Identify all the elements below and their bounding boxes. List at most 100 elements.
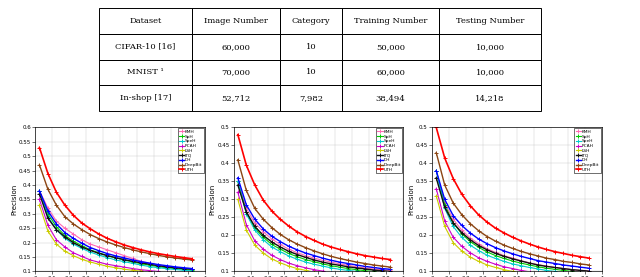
DH [163, 264, 170, 267]
ITQ [285, 250, 292, 253]
DH [585, 266, 593, 270]
ITQ [70, 241, 77, 244]
DeepBit [251, 207, 259, 210]
KMH [336, 262, 344, 266]
UTH [467, 204, 474, 207]
PCAH [70, 251, 77, 254]
DH [188, 267, 196, 270]
KMH [543, 264, 550, 268]
ITQ [433, 176, 440, 179]
DH [525, 257, 533, 260]
ITQ [441, 206, 449, 209]
ITQ [180, 267, 188, 270]
SpeH [188, 269, 196, 273]
ITQ [500, 255, 508, 258]
PCAH [52, 238, 60, 242]
Bar [342, 34, 439, 60]
SpH [154, 265, 162, 268]
Line: SpeH: SpeH [435, 169, 591, 276]
PCAH [433, 187, 440, 190]
DeepBit [517, 250, 525, 253]
Line: DH: DH [435, 169, 591, 270]
UTH [61, 204, 68, 207]
ITQ [61, 235, 68, 238]
UTH [509, 235, 516, 239]
KMH [154, 263, 162, 267]
KMH [112, 251, 120, 254]
PCAH [534, 271, 542, 275]
DH [543, 260, 550, 264]
Line: PCAH: PCAH [38, 198, 194, 275]
DH [344, 262, 352, 265]
DeepBit [302, 246, 310, 249]
KMH [327, 260, 335, 264]
PCAH [243, 223, 250, 226]
SpH [276, 247, 284, 251]
UTH [543, 248, 550, 251]
Bar [280, 60, 342, 85]
DeepBit [268, 226, 276, 229]
SpeH [509, 262, 516, 266]
PCAH [458, 245, 465, 248]
LSH [95, 263, 102, 266]
Line: DH: DH [38, 189, 194, 270]
UTH [36, 146, 44, 149]
DH [285, 245, 292, 248]
SpH [492, 254, 499, 257]
KMH [492, 251, 499, 254]
Bar [99, 85, 192, 111]
DH [467, 231, 474, 235]
KMH [433, 169, 440, 172]
SpH [458, 232, 465, 235]
ITQ [129, 260, 136, 263]
ITQ [492, 252, 499, 255]
DeepBit [327, 255, 335, 258]
ITQ [154, 264, 162, 267]
PCAH [500, 265, 508, 268]
LSH [276, 261, 284, 265]
UTH [387, 258, 394, 261]
LSH [458, 249, 465, 253]
Line: KMH: KMH [435, 169, 591, 273]
ITQ [467, 238, 474, 242]
SpH [120, 258, 128, 261]
ITQ [259, 234, 267, 237]
LSH [234, 198, 242, 201]
SpH [551, 268, 559, 271]
DeepBit [387, 265, 394, 269]
DeepBit [52, 204, 60, 207]
Text: Testing Number: Testing Number [456, 17, 524, 25]
SpeH [378, 272, 386, 276]
KMH [483, 247, 491, 250]
SpH [268, 243, 276, 246]
DeepBit [61, 215, 68, 218]
ITQ [551, 266, 559, 269]
UTH [361, 254, 369, 257]
ITQ [104, 254, 111, 257]
DH [276, 240, 284, 243]
LSH [259, 252, 267, 255]
SpH [293, 255, 301, 258]
SpeH [70, 242, 77, 246]
DH [36, 189, 44, 193]
ITQ [517, 259, 525, 263]
Line: DeepBit: DeepBit [236, 158, 392, 269]
PCAH [172, 271, 179, 274]
Bar [342, 8, 439, 34]
DeepBit [293, 242, 301, 246]
Text: 70,000: 70,000 [221, 68, 251, 76]
PCAH [188, 272, 196, 275]
DH [387, 268, 394, 271]
UTH [112, 240, 120, 243]
UTH [52, 191, 60, 194]
PCAH [36, 198, 44, 201]
KMH [138, 260, 145, 263]
LSH [70, 254, 77, 257]
SpeH [458, 235, 465, 239]
UTH [327, 245, 335, 249]
PCAH [551, 273, 559, 276]
KMH [370, 267, 378, 271]
DH [559, 263, 567, 267]
DeepBit [86, 233, 94, 236]
SpH [95, 251, 102, 254]
